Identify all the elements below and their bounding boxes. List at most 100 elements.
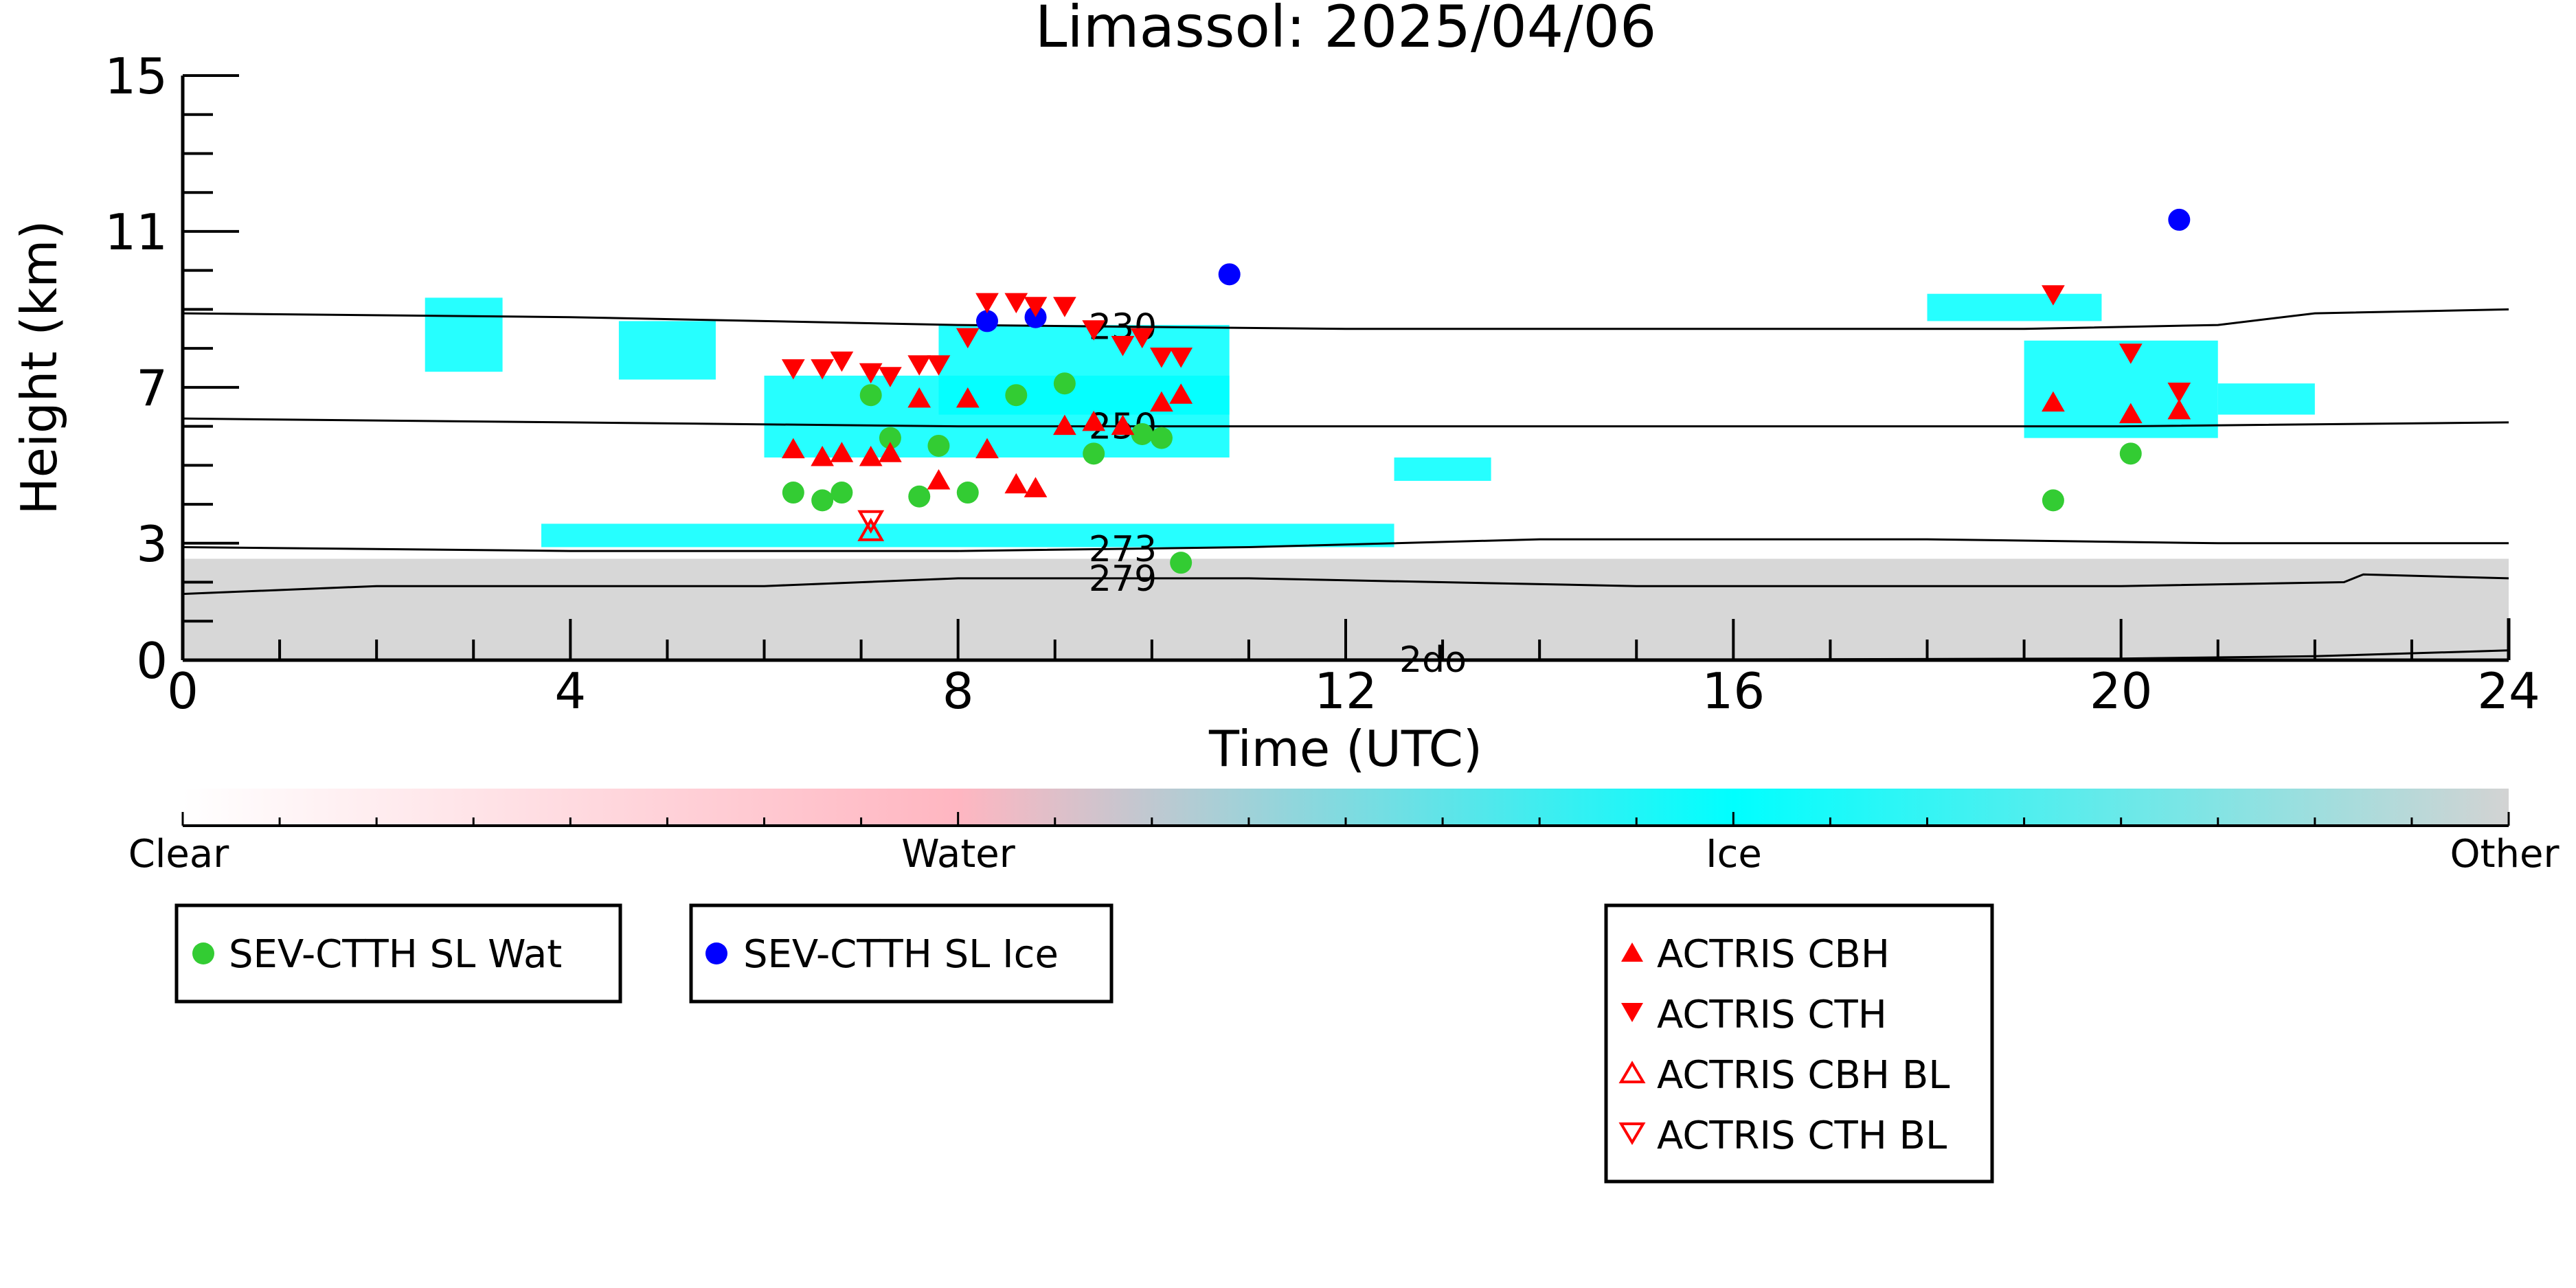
cloud-region-ice: [541, 523, 1394, 547]
actris-cbh-point: [1004, 473, 1028, 494]
x-tick-label: 20: [2090, 662, 2153, 720]
actris-cbh-point: [811, 445, 834, 466]
chart-title: Limassol: 2025/04/06: [1035, 0, 1657, 60]
legend-sev-ice: SEV-CTTH SL Ice: [689, 903, 1114, 1004]
actris-cbh-point: [907, 387, 931, 408]
actris-cth-point: [1150, 348, 1173, 368]
sev-ctth-sl-wat-point: [956, 482, 979, 504]
sev-ctth-sl-wat-point: [927, 434, 950, 457]
y-axis-label: Height (km): [10, 221, 68, 515]
actris-cth-point: [811, 359, 834, 380]
actris-cbh-point: [1150, 391, 1173, 412]
actris-cth-point: [1024, 297, 1048, 317]
legend-sev-wat: SEV-CTTH SL Wat: [174, 903, 622, 1004]
legend-entry-actris-cth-bl: ACTRIS CTH BL: [1618, 1114, 1947, 1158]
cloud-region-ice: [425, 297, 503, 372]
sev-ctth-sl-wat-point: [811, 489, 834, 512]
actris-cth-point: [927, 355, 951, 376]
y-tick-label: 3: [136, 515, 168, 573]
colorbar-label-other: Other: [2450, 832, 2560, 877]
actris-cbh-point: [1082, 410, 1106, 431]
cloud-region-ice: [1394, 457, 1491, 482]
actris-cbh-point: [1053, 414, 1076, 436]
actris-cbh-point: [879, 442, 902, 462]
legend-label-sev-wat: SEV-CTTH SL Wat: [229, 932, 562, 977]
triangle-down-icon: [1621, 1003, 1643, 1022]
y-ticks: 0 3 7 11 15: [104, 47, 239, 690]
x-tick-label: 8: [942, 662, 974, 720]
actris-cbh-point: [830, 442, 854, 462]
legend-entry-actris-cbh: ACTRIS CBH: [1621, 932, 1890, 977]
actris-cth-point: [830, 351, 854, 372]
actris-cth-point: [956, 328, 980, 349]
actris-cth-point: [907, 355, 931, 376]
colorbar-label-ice: Ice: [1706, 832, 1762, 877]
legend-actris: ACTRIS CBH ACTRIS CTH ACTRIS CBH BL ACTR…: [1604, 903, 1994, 1184]
sev-ctth-sl-wat-point: [2119, 442, 2142, 465]
legend-marker-sev-ice: [705, 942, 727, 964]
sev-ctth-sl-wat-point: [1170, 552, 1193, 574]
cloud-regions: [183, 293, 2509, 660]
isotherm-line: [182, 573, 2509, 596]
actris-cbh-point: [956, 387, 980, 408]
legend-marker-sev-wat: [192, 942, 214, 964]
legend-label-sev-ice: SEV-CTTH SL Ice: [743, 932, 1059, 977]
actris-cth-point: [1004, 293, 1028, 314]
actris-cth-point: [2167, 383, 2191, 403]
actris-cth-point: [1053, 297, 1076, 317]
x-ticks: 0 4 8 12 16 20 24: [167, 619, 2540, 720]
legend-label-actris-cbh-bl: ACTRIS CBH BL: [1657, 1053, 1950, 1098]
actris-cbh-point: [1024, 477, 1048, 497]
isotherm-label: 279: [1089, 558, 1157, 600]
sev-ctth-sl-ice-point: [2168, 208, 2191, 231]
sev-ctth-sl-wat-point: [1150, 427, 1173, 449]
legend-label-actris-cth: ACTRIS CTH: [1657, 993, 1887, 1037]
sev-ctth-sl-wat-point: [879, 427, 901, 449]
colorbar: Clear Water Ice Other: [128, 789, 2560, 877]
actris-cbh-point: [781, 438, 805, 459]
y-tick-label: 0: [136, 632, 168, 690]
legend-box: [689, 903, 1114, 1004]
cloud-region-ice: [1927, 293, 2102, 321]
actris-cth-point: [1169, 348, 1193, 368]
sev-ctth-sl-wat-point: [1131, 422, 1153, 445]
actris-cth-point: [2042, 285, 2065, 306]
isotherm-lines: 2302502732792do: [182, 307, 2509, 681]
sev-ctth-sl-ice-point: [1024, 306, 1047, 328]
actris-cbh-point: [859, 445, 883, 466]
sev-ctth-sl-wat-point: [1053, 372, 1076, 395]
isotherm-line: [182, 308, 2509, 330]
y-tick-label: 11: [104, 203, 168, 261]
cloud-region-ice: [618, 321, 716, 380]
actris-cth-point: [879, 367, 902, 387]
sev-ctth-sl-wat-point: [859, 384, 882, 407]
sev-ctth-sl-wat-point: [1005, 384, 1028, 407]
sev-ctth-sl-ice-point: [975, 310, 998, 332]
cloud-region-ice: [2024, 340, 2218, 438]
x-tick-label: 24: [2477, 662, 2540, 720]
x-axis-label: Time (UTC): [1208, 720, 1482, 778]
sev-ctth-sl-wat-point: [782, 482, 804, 504]
sev-ctth-sl-ice-point: [1218, 263, 1241, 286]
legend-box: [1604, 903, 1994, 1184]
legend-entry-actris-cbh-bl: ACTRIS CBH BL: [1618, 1053, 1950, 1098]
colorbar-label-water: Water: [901, 832, 1016, 877]
sev-ctth-sl-wat-point: [1083, 442, 1105, 465]
colorbar-label-clear: Clear: [128, 832, 229, 877]
y-tick-label: 15: [104, 47, 168, 105]
legend-box: [174, 903, 622, 1004]
cloud-region-ice: [2217, 383, 2315, 415]
isotherm-label: 273: [1089, 529, 1157, 570]
actris-cth-point: [975, 293, 999, 314]
actris-cth-point: [1082, 320, 1106, 341]
x-tick-label: 0: [167, 662, 199, 720]
isotherm-line: [182, 417, 2509, 428]
actris-cth-point: [2119, 343, 2143, 364]
actris-cbh-point: [1111, 414, 1135, 436]
sev-ctth-sl-wat-point: [908, 485, 931, 508]
x-tick-label: 12: [1314, 662, 1377, 720]
legend-label-actris-cbh: ACTRIS CBH: [1657, 932, 1890, 977]
isotherm-line: [182, 538, 2509, 552]
actris-cbh-point: [2119, 403, 2143, 424]
actris-cbh-bl-point: [857, 517, 885, 541]
